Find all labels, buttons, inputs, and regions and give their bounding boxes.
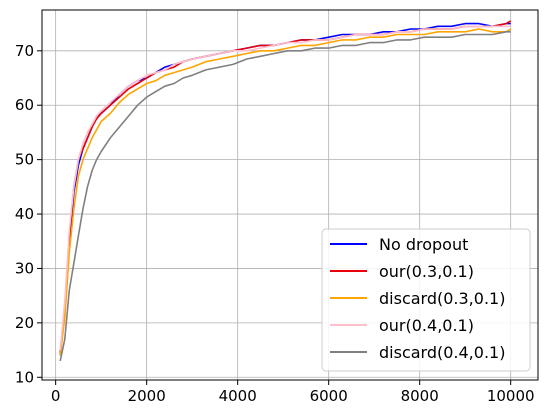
- series-line-2: [59, 28, 512, 356]
- legend-box: [321, 228, 531, 372]
- y-tick-label: 40: [15, 205, 34, 223]
- y-tick-label: 20: [15, 314, 34, 332]
- series-lines: [59, 20, 512, 362]
- y-tick-label: 30: [15, 259, 34, 277]
- axis-ticks: 0 2000 4000 6000 8000 10000 10 20 30 40 50 60 70: [15, 42, 535, 405]
- legend-label: discard(0.4,0.1): [379, 343, 505, 362]
- y-tick-label: 10: [15, 368, 34, 386]
- x-tick-label: 2000: [128, 387, 166, 405]
- legend-label: No dropout: [379, 235, 468, 254]
- x-tick-label: 4000: [219, 387, 257, 405]
- y-tick-label: 70: [15, 42, 34, 60]
- legend-label: discard(0.3,0.1): [379, 289, 505, 308]
- plot-frame: [41, 9, 539, 381]
- series-line-4: [59, 30, 511, 362]
- x-tick-label: 6000: [310, 387, 348, 405]
- x-tick-label: 8000: [401, 387, 439, 405]
- x-tick-label: 0: [51, 387, 61, 405]
- legend-label: our(0.3,0.1): [379, 262, 474, 281]
- series-line-3: [59, 25, 511, 351]
- legend-label: our(0.4,0.1): [379, 316, 474, 335]
- x-tick-label: 10000: [487, 387, 535, 405]
- y-tick-label: 60: [15, 96, 34, 114]
- legend: No dropout our(0.3,0.1) discard(0.3,0.1) ou…: [321, 228, 531, 372]
- y-tick-label: 50: [15, 151, 34, 169]
